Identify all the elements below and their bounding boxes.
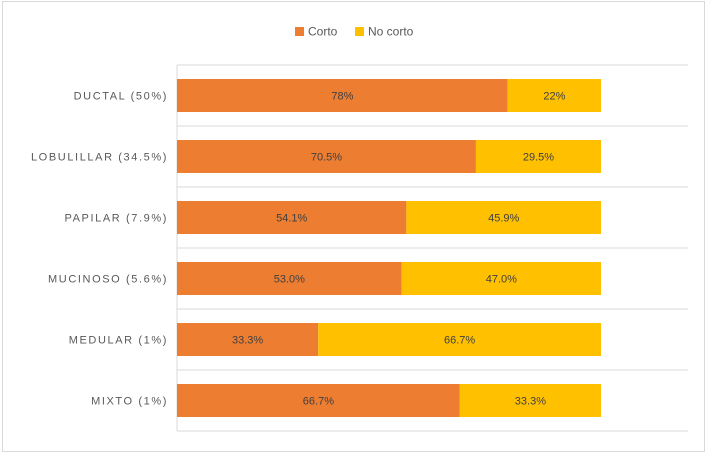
data-label-no-corto: 22% (543, 91, 565, 103)
data-label-corto: 53.0% (274, 274, 305, 286)
bar-segment-no-corto (318, 323, 601, 356)
bar-segment-corto (177, 323, 319, 356)
bar-segment-no-corto (401, 262, 601, 295)
bar-segment-corto (177, 79, 508, 112)
bar-segment-no-corto (507, 79, 601, 112)
data-label-corto: 54.1% (276, 213, 307, 225)
data-label-corto: 66.7% (303, 396, 334, 408)
bar-segment-corto (177, 201, 407, 234)
data-label-no-corto: 45.9% (488, 213, 519, 225)
data-labels: 78% 22% 70.5% 29.5% 54.1% 45.9% 53.0% 47.0% 33.3… (232, 91, 566, 408)
category-labels: DUCTAL (50%) LOBULILLAR (34.5%) PAPILAR (7… (31, 91, 168, 408)
data-label-no-corto: 29.5% (523, 152, 554, 164)
category-label: PAPILAR (7.9%) (64, 213, 168, 225)
data-label-corto: 78% (331, 91, 353, 103)
category-label: MUCINOSO (5.6%) (48, 274, 168, 286)
category-label: MIXTO (1%) (91, 396, 168, 408)
category-gridlines (176, 64, 688, 432)
legend: Corto No corto (295, 25, 414, 39)
bars (177, 79, 601, 417)
data-label-corto: 33.3% (232, 335, 263, 347)
bar-segment-corto (177, 140, 476, 173)
bar-segment-corto (177, 262, 402, 295)
bar-segment-no-corto (406, 201, 601, 234)
legend-swatch-no-corto (355, 27, 364, 36)
data-label-no-corto: 47.0% (486, 274, 517, 286)
bar-segment-no-corto (459, 384, 601, 417)
bar-segment-corto (177, 384, 460, 417)
stacked-bar-chart: Corto No corto DUCTAL (50%) LOBULILLAR (34… (31, 25, 688, 432)
data-label-corto: 70.5% (311, 152, 342, 164)
legend-label-corto: Corto (308, 25, 338, 39)
data-label-no-corto: 66.7% (444, 335, 475, 347)
category-label: DUCTAL (50%) (74, 91, 168, 103)
data-label-no-corto: 33.3% (515, 396, 546, 408)
legend-label-no-corto: No corto (368, 25, 414, 39)
bar-segment-no-corto (475, 140, 601, 173)
category-label: MEDULAR (1%) (69, 335, 168, 347)
legend-swatch-corto (295, 27, 304, 36)
category-label: LOBULILLAR (34.5%) (31, 152, 168, 164)
